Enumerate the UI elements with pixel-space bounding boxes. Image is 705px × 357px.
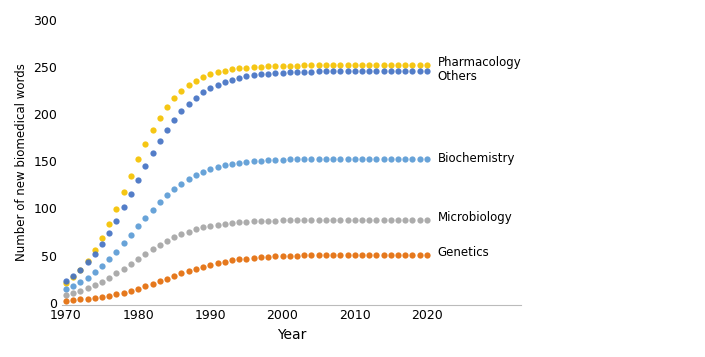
Text: Biochemistry: Biochemistry: [438, 152, 515, 165]
X-axis label: Year: Year: [277, 328, 306, 342]
Text: Pharmacology: Pharmacology: [438, 56, 522, 69]
Y-axis label: Number of new biomedical words: Number of new biomedical words: [15, 63, 28, 261]
Text: Others: Others: [438, 70, 478, 83]
Text: Genetics: Genetics: [438, 246, 489, 259]
Text: Microbiology: Microbiology: [438, 211, 513, 225]
